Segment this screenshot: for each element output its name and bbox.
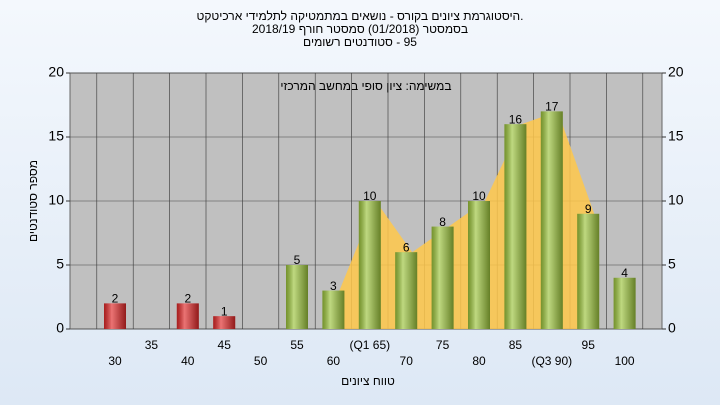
x-axis-label: טווח ציונים — [341, 374, 395, 388]
chart-title: .היסטוגרמת ציונים בקורס - נושאים במתמטיק… — [197, 9, 524, 23]
x-tick-label: (Q3 90) — [531, 354, 572, 368]
x-tick-label: 85 — [509, 338, 523, 352]
annotation: במשימה: ציון סופי במחשב המרכזי — [280, 79, 451, 93]
y-tick-label: 0 — [56, 320, 64, 336]
x-tick-label: 35 — [145, 338, 159, 352]
y-tick-label: 15 — [48, 128, 64, 144]
x-tick-label: (Q1 65) — [349, 338, 390, 352]
x-tick-label: 45 — [218, 338, 232, 352]
bar-shade — [431, 226, 454, 329]
x-tick-label: 30 — [108, 354, 122, 368]
value-label: 17 — [545, 100, 559, 114]
bar-shade — [395, 252, 418, 329]
y2-tick-label: 20 — [668, 64, 684, 80]
value-label: 2 — [184, 292, 191, 306]
x-tick-label: 60 — [327, 354, 341, 368]
value-label: 2 — [112, 292, 119, 306]
y2-tick-label: 15 — [668, 128, 684, 144]
subtitle: בסמסטר (01/2018) סמסטר חורף 2018/19 — [252, 22, 468, 36]
value-label: 8 — [439, 215, 446, 229]
x-tick-label: 55 — [290, 338, 304, 352]
bar-shade — [577, 213, 600, 329]
value-label: 1 — [221, 304, 228, 318]
x-tick-label: 70 — [400, 354, 414, 368]
x-tick-label: 100 — [615, 354, 635, 368]
bar-shade — [104, 303, 126, 329]
bar-shade — [358, 201, 381, 329]
value-label: 10 — [363, 189, 377, 203]
bar-shade — [286, 265, 308, 329]
subtitle: 95 - סטודנטים רשומים — [303, 35, 417, 49]
y-axis-label: מספר סטודנטים — [26, 160, 40, 242]
x-tick-label: 80 — [472, 354, 486, 368]
value-label: 6 — [403, 240, 410, 254]
value-label: 10 — [472, 189, 486, 203]
bar-shade — [176, 303, 199, 329]
bar-shade — [540, 111, 563, 330]
y2-tick-label: 0 — [668, 320, 676, 336]
bar-shade — [468, 201, 490, 329]
value-label: 9 — [585, 202, 592, 216]
bar-shade — [322, 290, 345, 329]
y2-tick-label: 10 — [668, 192, 684, 208]
x-tick-label: 50 — [254, 354, 268, 368]
value-label: 16 — [509, 112, 523, 126]
y-tick-label: 10 — [48, 192, 64, 208]
x-tick-label: 40 — [181, 354, 195, 368]
value-label: 3 — [330, 279, 337, 293]
x-tick-label: 95 — [582, 338, 596, 352]
value-label: 5 — [294, 253, 301, 267]
value-label: 4 — [621, 266, 628, 280]
y-tick-label: 5 — [56, 256, 64, 272]
bar-shade — [213, 316, 236, 329]
y-tick-label: 20 — [48, 64, 64, 80]
x-tick-label: 75 — [436, 338, 450, 352]
bar-shade — [613, 277, 636, 329]
y2-tick-label: 5 — [668, 256, 676, 272]
bar-shade — [504, 124, 527, 329]
